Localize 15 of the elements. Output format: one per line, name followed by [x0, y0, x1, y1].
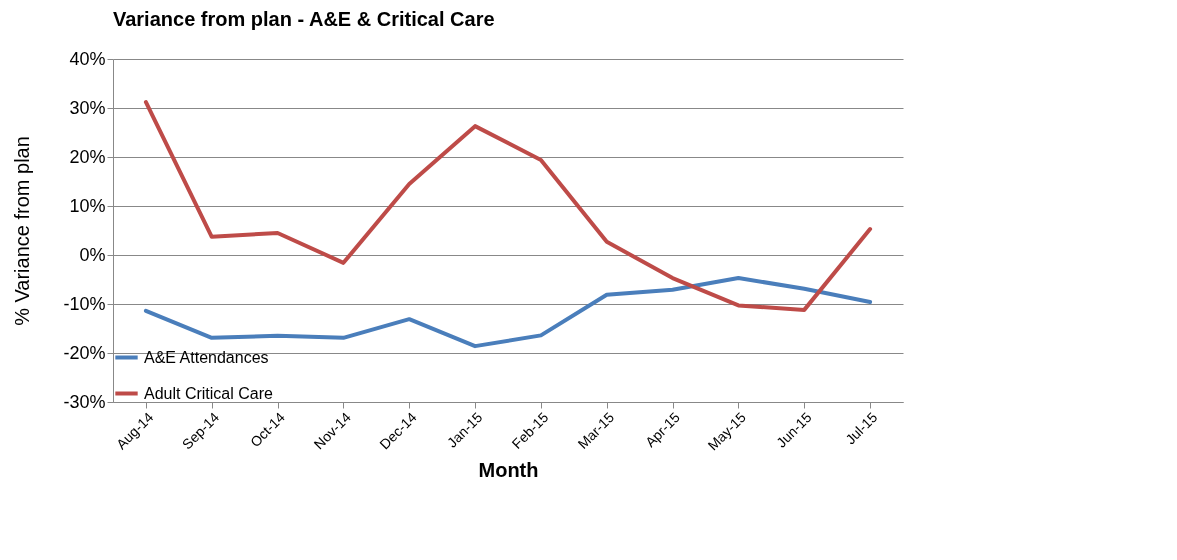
y-tick-label: 30%: [69, 97, 106, 118]
y-tick-label: 20%: [69, 146, 106, 167]
y-axis-title: % Variance from plan: [11, 136, 34, 326]
line-series: [143, 276, 873, 349]
legend-label: A&E Attendances: [144, 348, 269, 366]
y-tick-label: -30%: [63, 391, 106, 412]
y-tick-label: 10%: [69, 195, 106, 216]
legend-label: Adult Critical Care: [144, 384, 274, 402]
y-tick-label: 0%: [79, 244, 106, 265]
chart-title: Variance from plan - A&E & Critical Care: [112, 8, 495, 30]
x-axis-title: Month: [478, 459, 539, 482]
line-series: [143, 100, 873, 312]
y-tick-label: 40%: [69, 48, 106, 69]
y-tick-label: -10%: [63, 293, 106, 314]
y-tick-label: -20%: [63, 342, 106, 363]
